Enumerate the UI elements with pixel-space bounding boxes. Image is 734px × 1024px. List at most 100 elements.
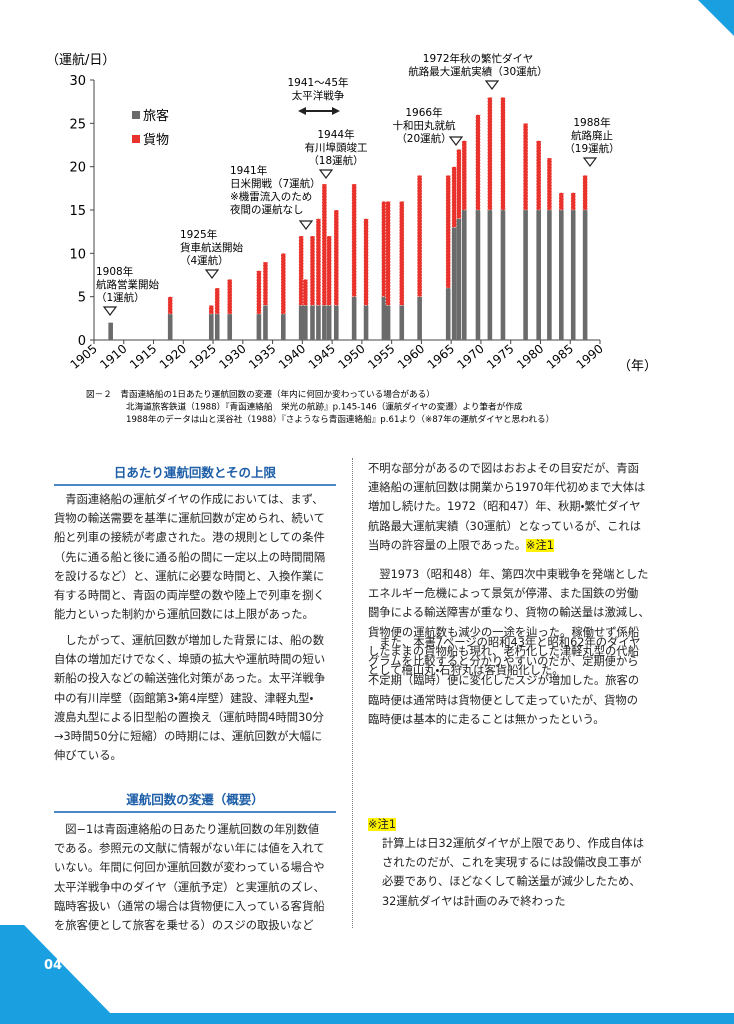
bar-segment xyxy=(315,218,322,306)
text: 不定期（臨時）便に変化したスジが増加した。旅客の xyxy=(368,674,640,688)
text-line: 臨時客扱い（通常の場合は貨物便に入っている客貨船 xyxy=(54,897,325,916)
legend-label: 旅客 xyxy=(143,109,169,124)
text-line: 新船の投入などの輸送強化対策があった。太平洋戦争 xyxy=(54,669,325,688)
text-line: されたのだが、これを実現するには設備改良工事が xyxy=(382,853,644,872)
bar-segment xyxy=(326,235,332,306)
bar-segment xyxy=(256,314,262,340)
bar-segment xyxy=(309,235,316,306)
text-line: エネルギー危機によって景気が停滞、また国鉄の労働 xyxy=(368,584,650,603)
text: 32運航ダイヤは計画のみで終わった xyxy=(382,894,566,908)
y-tick-label: 25 xyxy=(69,117,86,132)
annotation-marker xyxy=(484,80,500,90)
arrow-head xyxy=(298,107,306,115)
bar-segment xyxy=(523,210,528,340)
text: したがって、運航回数が増加した背景には、船の数 xyxy=(54,634,324,647)
text: 能力といった制約から運航回数には上限があった。 xyxy=(54,608,314,622)
text-line: 32運航ダイヤは計画のみで終わった xyxy=(382,892,644,911)
x-tick-label: 1980 xyxy=(514,342,546,372)
paragraph: したがって、運航回数が増加した背景には、船の数 自体の増加だけでなく、埠頭の拡大や… xyxy=(54,631,325,765)
annotation: 貨車航送開始 xyxy=(180,241,243,254)
text-line: 増加し続けた。1972（昭和47）年、秋期・繁忙ダイヤ xyxy=(368,497,645,516)
bar-segment xyxy=(461,140,467,211)
text: 貨物便の運航数も減少の一途を辿った。稼働せず係船 xyxy=(368,625,640,639)
x-tick-label: 1940 xyxy=(276,342,308,372)
annotation-marker xyxy=(204,269,220,279)
heading: 日あたり運航回数とその上限 xyxy=(54,462,336,486)
arrow-head xyxy=(332,107,340,115)
annotation-marker xyxy=(582,157,598,167)
text: 船と列車の接続が考慮された。港の規則としての条件 xyxy=(54,531,325,545)
paragraph: また、本書7ページの昭和43年と昭和62年のダイヤ グラムを比較すると分かりやすい… xyxy=(368,633,641,729)
annotation: 十和田丸就航 xyxy=(393,119,456,132)
bar-segment xyxy=(321,183,327,306)
text: 連絡船の運航回数は開業から1970年代初めまで大体は xyxy=(368,481,646,495)
bar-segment xyxy=(461,210,467,340)
x-axis-unit: （年） xyxy=(618,359,657,374)
annotation: 航路営業開始 xyxy=(96,278,159,291)
x-tick-label: 1945 xyxy=(306,342,338,372)
text-line: 必要であり、ほどなくして輸送量が減少したため、 xyxy=(382,872,644,891)
paragraph: 不明な部分があるので図はおおよその目安だが、青函連絡船の運航回数は開業から197… xyxy=(368,459,645,555)
text-line: したままの貨物船も現れ、老朽化した津軽丸型の代船 xyxy=(368,642,650,661)
text-line: 図−1は青函連絡船の日あたり運航回数の年別数値 xyxy=(54,820,325,839)
bar-segment xyxy=(227,314,233,340)
text: 新船の投入などの輸送強化対策があった。太平洋戦争 xyxy=(54,672,326,686)
text: 臨時便は基本的に走ることは無かったという。 xyxy=(368,712,605,726)
bar-segment xyxy=(262,261,269,306)
annotation: （19運航） xyxy=(564,142,619,155)
bar-segment xyxy=(385,305,391,340)
text: 太平洋戦争中のダイヤ（運航予定）と実運航のズレ、 xyxy=(54,880,325,894)
bar-segment xyxy=(363,218,369,306)
text-line: 不明な部分があるので図はおおよその目安だが、青函 xyxy=(368,459,645,478)
annotation: 1988年 xyxy=(573,116,610,129)
annotation: 1908年 xyxy=(96,265,133,278)
bar-segment xyxy=(263,305,268,340)
bar-segment xyxy=(546,157,552,211)
bar-segment xyxy=(310,305,315,340)
annotation: 航路最大運航実績（30運航） xyxy=(408,65,547,78)
paragraph: 図−1は青函連絡船の日あたり運航回数の年別数値 である。参照元の文献に情報がない年… xyxy=(54,820,325,935)
bar-segment xyxy=(570,210,576,340)
annotation: 日米開戦（7運航） xyxy=(230,177,321,190)
bar-segment xyxy=(456,218,462,340)
paragraph: 青函連絡船の運航ダイヤの作成においては、まず、貨物の輸送需要を基準に運航回数が定… xyxy=(54,490,325,624)
bar-segment xyxy=(281,314,286,340)
annotation: 1925年 xyxy=(180,228,217,241)
corner-bottom-fill xyxy=(0,925,110,1013)
x-tick-label: 1960 xyxy=(395,342,427,372)
bar-segment xyxy=(214,287,220,315)
text: 貨物の輸送需要を基準に運航回数が定められ、続いて xyxy=(54,512,325,526)
y-tick-label: 20 xyxy=(69,161,86,176)
text-line: 有する時間と、青函の両岸壁の数や陸上で列車を捌く xyxy=(54,586,325,605)
annotation: 1941年 xyxy=(230,164,267,177)
bar-segment xyxy=(487,210,493,340)
bar-segment xyxy=(500,97,506,211)
text: いない。年間に何回か運航回数が変わっている場合や xyxy=(54,861,325,875)
bar-segment xyxy=(322,305,327,340)
text-line: 渡島丸型による旧型船の置換え（運航時間4時間30分 xyxy=(54,708,325,727)
text: として檜山丸・石狩丸は客貨船化した。 xyxy=(368,663,564,677)
bar-segment xyxy=(302,279,308,306)
note-label-text: ※注1 xyxy=(368,818,396,831)
legend-label: 貨物 xyxy=(143,132,169,148)
text: →3時間50分に短縮）の時期には、運航回数が大幅に xyxy=(54,729,323,743)
bar-segment xyxy=(570,192,576,211)
bar-segment xyxy=(399,305,405,340)
bar-segment xyxy=(417,175,423,297)
x-tick-label: 1985 xyxy=(544,342,576,372)
text-line: いない。年間に何回か運航回数が変わっている場合や xyxy=(54,858,325,877)
chart: （運航/日）（年）0510152025301905191019151920192… xyxy=(46,52,657,425)
text-line: 当時の許容量の上限であった。※注1 xyxy=(368,536,645,555)
annotation: ※機雷流入のため xyxy=(230,190,312,203)
text: グラムを比較すると分かりやすいのだが、定期便から xyxy=(368,655,639,669)
x-tick-label: 1915 xyxy=(127,342,159,372)
text-line: 貨物便の運航数も減少の一途を辿った。稼働せず係船 xyxy=(368,623,650,642)
text-line: 青函連絡船の運航ダイヤの作成においては、まず、 xyxy=(54,490,325,509)
text-line: 不定期（臨時）便に変化したスジが増加した。旅客の xyxy=(368,671,641,690)
bar-segment xyxy=(351,296,357,340)
bar-segment xyxy=(326,305,332,340)
caption: 図－２ 青函連絡船の1日あたり運航回数の変遷（年内に何回か変わっている場合がある… xyxy=(86,388,435,400)
bar-segment xyxy=(108,322,113,340)
text: 図−1は青函連絡船の日あたり運航回数の年別数値 xyxy=(54,823,320,836)
